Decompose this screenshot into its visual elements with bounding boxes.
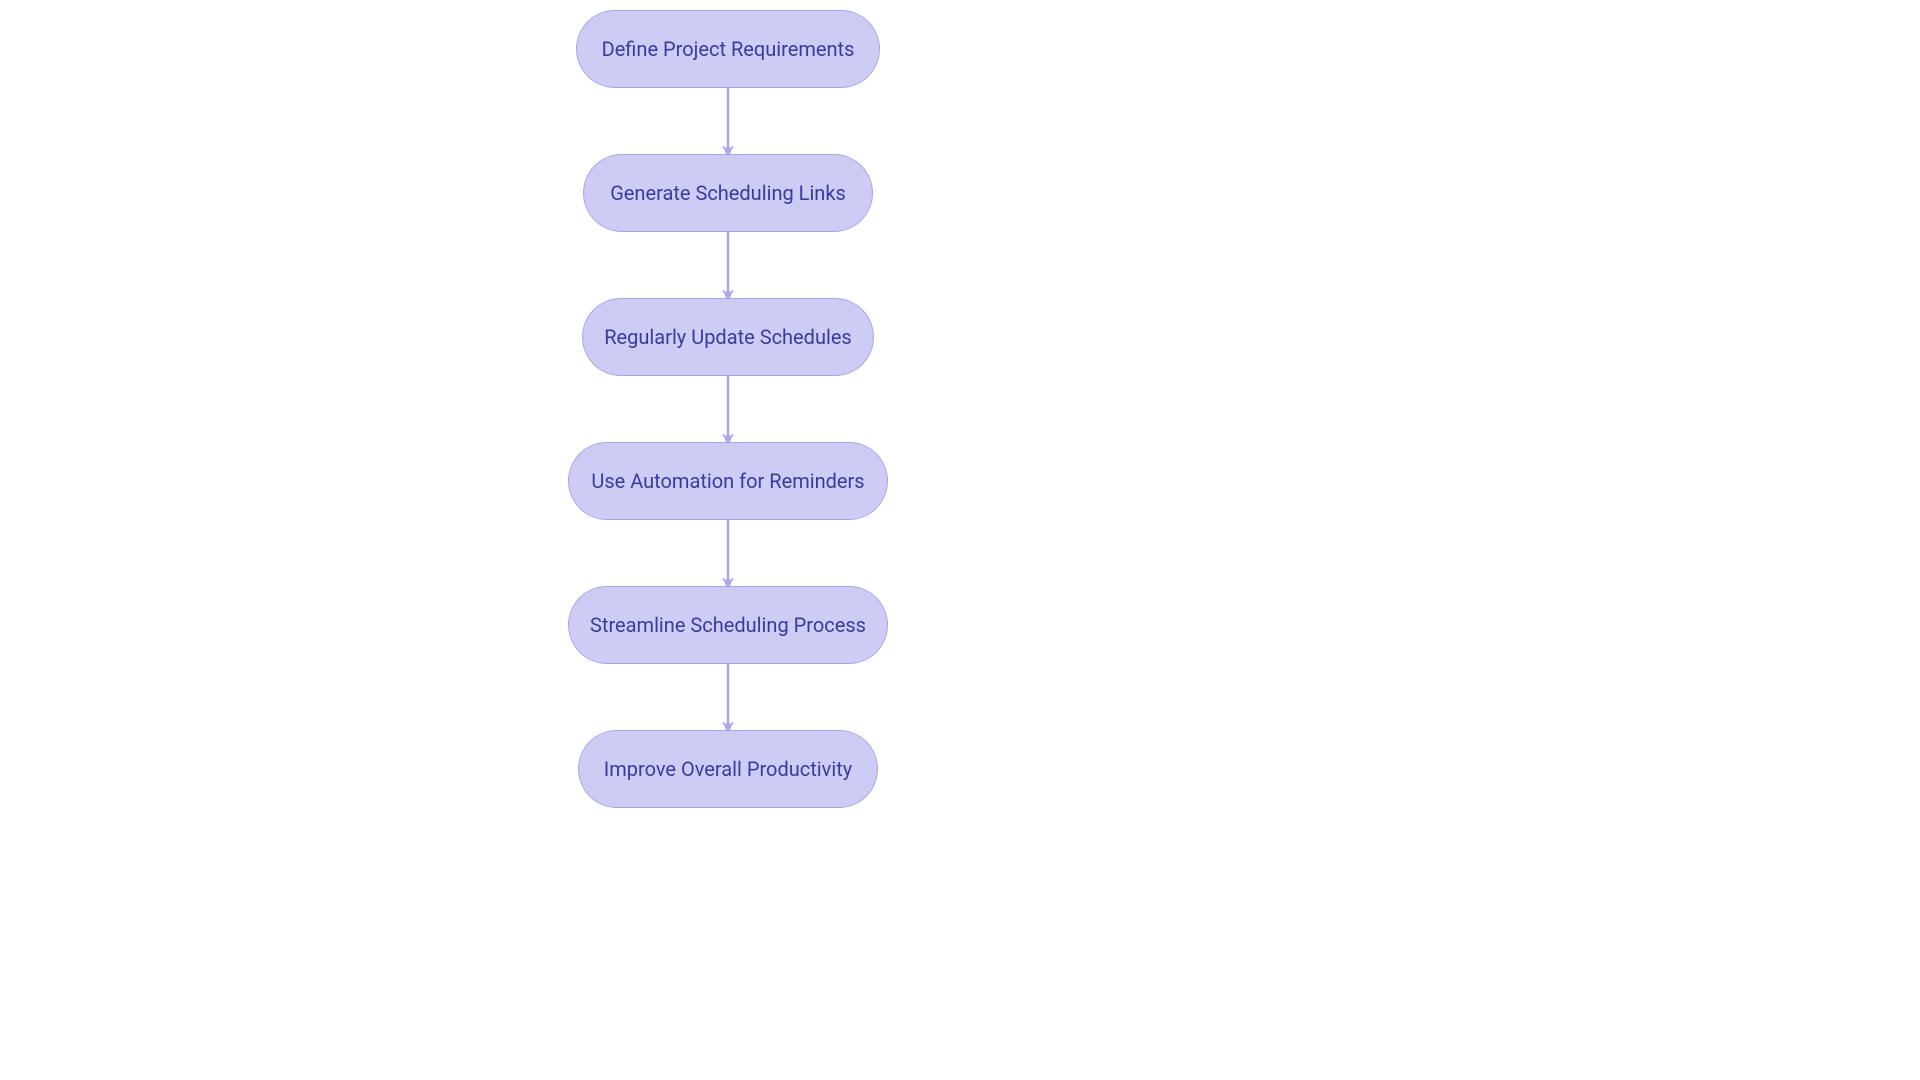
flowchart-node-label: Regularly Update Schedules <box>604 325 852 349</box>
flowchart-node: Improve Overall Productivity <box>578 730 878 808</box>
flowchart-node: Use Automation for Reminders <box>568 442 888 520</box>
flowchart-node: Streamline Scheduling Process <box>568 586 888 664</box>
flowchart-node-label: Generate Scheduling Links <box>610 181 846 205</box>
flowchart-node-label: Define Project Requirements <box>602 37 855 61</box>
flowchart-canvas: Define Project Requirements Generate Sche… <box>0 0 1920 1080</box>
flowchart-node: Regularly Update Schedules <box>582 298 874 376</box>
flowchart-node-label: Improve Overall Productivity <box>604 757 852 781</box>
flowchart-edges <box>0 0 1920 1080</box>
flowchart-node: Generate Scheduling Links <box>583 154 873 232</box>
flowchart-node: Define Project Requirements <box>576 10 880 88</box>
flowchart-node-label: Streamline Scheduling Process <box>590 613 866 637</box>
flowchart-node-label: Use Automation for Reminders <box>591 469 864 493</box>
